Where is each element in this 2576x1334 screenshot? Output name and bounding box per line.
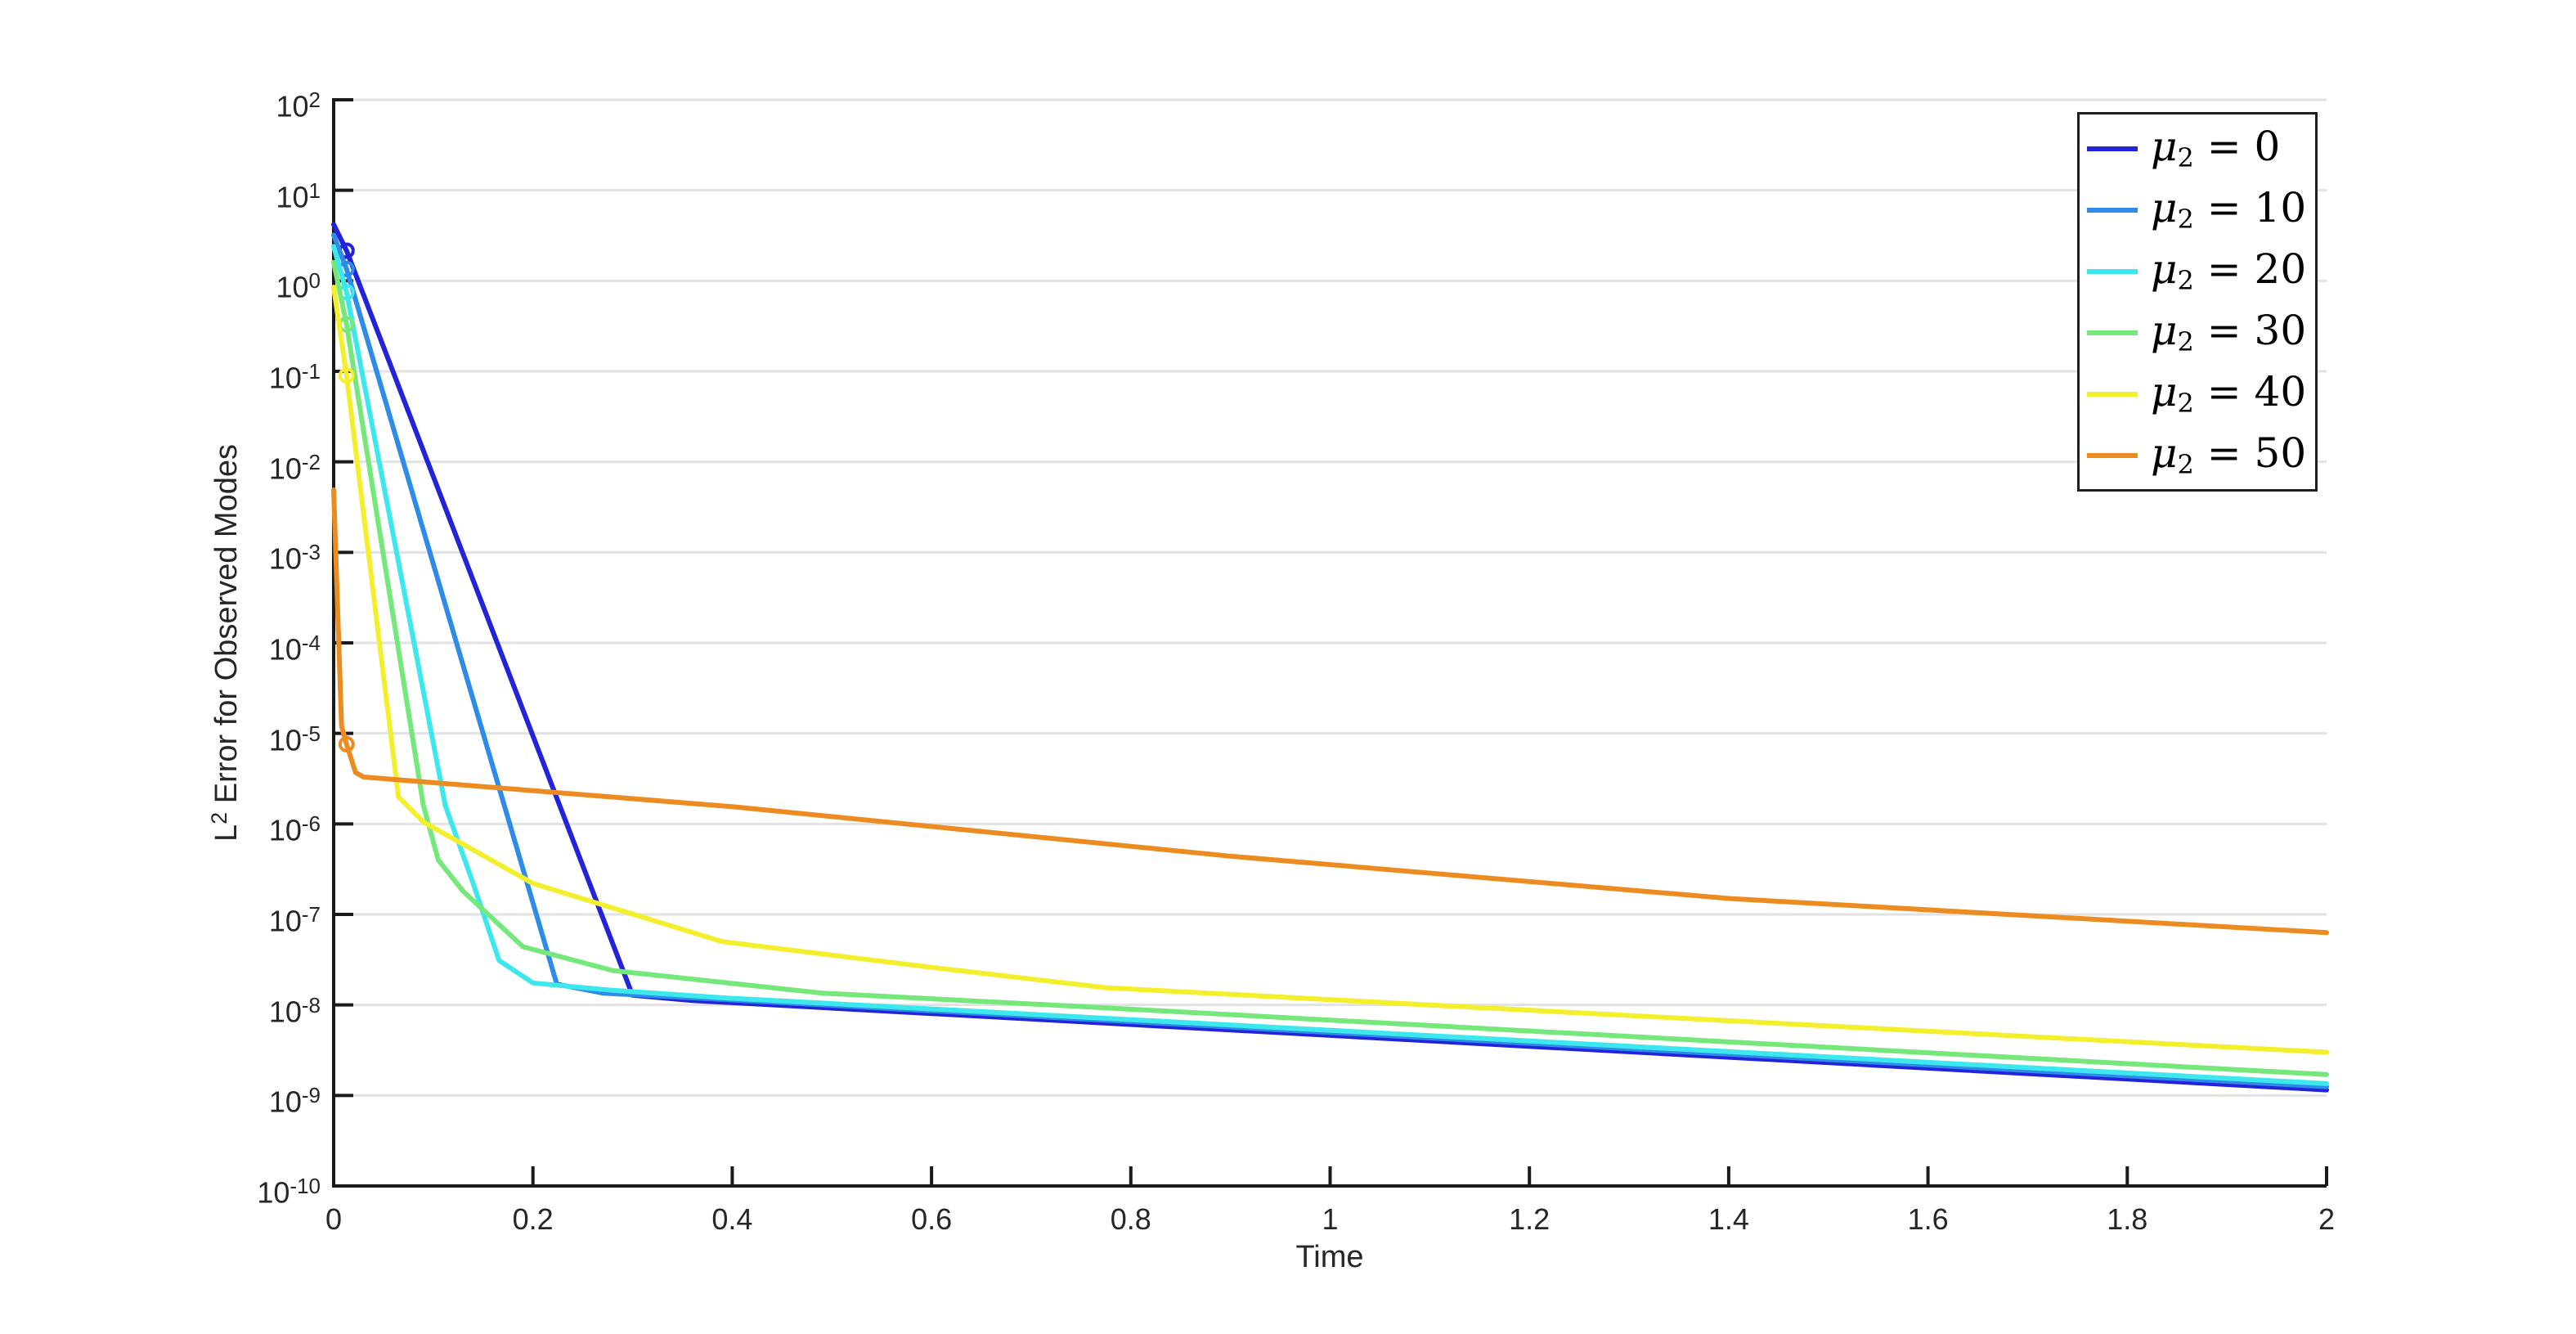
x-tick-label: 1.8: [2107, 1202, 2148, 1236]
series-line-0: [331, 222, 2329, 1093]
y-tick-label: 10-3: [268, 540, 321, 577]
series-line-1: [331, 232, 2329, 1089]
y-tick-label: 10-4: [268, 631, 321, 667]
y-tick-label: 10-6: [268, 811, 321, 848]
y-tick-label: 102: [276, 88, 321, 124]
x-tick-label: 0.8: [1110, 1202, 1151, 1236]
legend-label: μ2 = 40: [2151, 368, 2307, 419]
x-tick-label: 1: [1322, 1202, 1339, 1236]
y-tick-label: 10-2: [268, 449, 321, 486]
series-line-4: [331, 285, 2329, 1055]
legend-entry-4: μ2 = 40: [2080, 365, 2315, 424]
y-tick-label: 10-8: [268, 992, 321, 1029]
x-tick-label: 2: [2318, 1202, 2336, 1236]
legend-entry-1: μ2 = 10: [2080, 181, 2315, 240]
series-line-5: [331, 487, 2329, 936]
legend-entry-3: μ2 = 30: [2080, 303, 2315, 362]
legend-line-swatch: [2087, 268, 2138, 274]
legend-line-swatch: [2087, 391, 2138, 397]
x-tick-label: 0.2: [512, 1202, 554, 1236]
legend-entry-0: μ2 = 0: [2080, 119, 2315, 178]
y-tick-label: 10-5: [268, 721, 321, 757]
y-tick-label: 10-9: [268, 1083, 321, 1120]
legend-label: μ2 = 0: [2151, 123, 2281, 173]
series-line-3: [331, 259, 2329, 1077]
x-axis-title: Time: [1295, 1240, 1364, 1274]
legend-line-swatch: [2087, 146, 2138, 151]
x-tick-label: 1.6: [1907, 1202, 1949, 1236]
y-tick-label: 10-7: [268, 902, 321, 938]
legend-label: μ2 = 50: [2151, 429, 2307, 480]
x-tick-label: 0.6: [911, 1202, 953, 1236]
series-marker-4: [338, 367, 355, 384]
legend-label: μ2 = 10: [2151, 184, 2307, 235]
legend-entry-5: μ2 = 50: [2080, 426, 2315, 485]
legend-label: μ2 = 30: [2151, 307, 2307, 357]
y-axis-title: L2 Error for Observed Modes: [206, 444, 245, 842]
legend: μ2 = 0 μ2 = 10 μ2 = 20 μ2 = 30 μ2 = 40 μ2 = 5…: [2077, 112, 2318, 492]
legend-line-swatch: [2087, 452, 2138, 458]
y-tick-label: 10-1: [268, 359, 321, 395]
y-tick-label: 101: [276, 177, 321, 214]
x-tick-label: 1.4: [1708, 1202, 1749, 1236]
y-tick-label: 100: [276, 268, 321, 305]
x-tick-label: 0: [325, 1202, 343, 1236]
legend-label: μ2 = 20: [2151, 245, 2307, 296]
x-tick-label: 1.2: [1509, 1202, 1551, 1236]
x-tick-label: 0.4: [711, 1202, 753, 1236]
series-line-2: [331, 244, 2329, 1086]
y-tick-label: 10-10: [257, 1174, 321, 1210]
legend-entry-2: μ2 = 20: [2080, 242, 2315, 301]
series-marker-5: [338, 735, 355, 752]
legend-line-swatch: [2087, 330, 2138, 335]
legend-line-swatch: [2087, 207, 2138, 213]
